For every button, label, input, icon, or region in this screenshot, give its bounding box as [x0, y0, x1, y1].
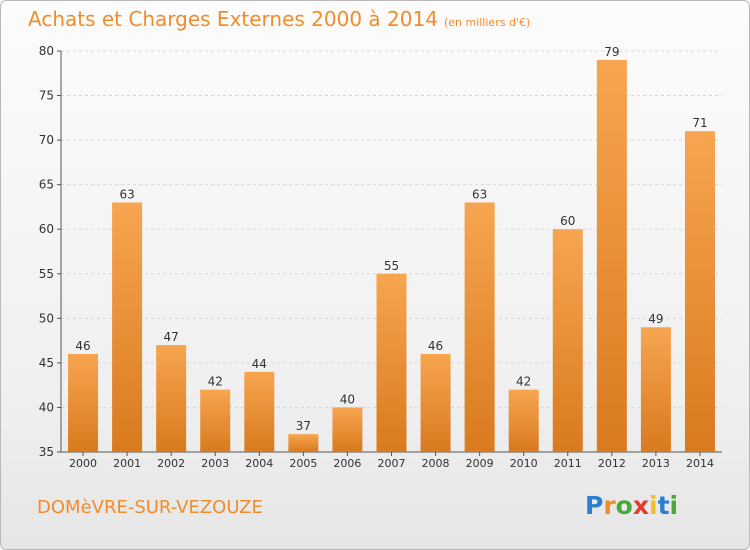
bar-value-label: 46 — [75, 339, 90, 353]
logo-letter: i — [669, 491, 679, 520]
bar-value-label: 46 — [428, 339, 443, 353]
proxiti-logo: Proxiti — [585, 491, 678, 520]
y-tick-label: 40 — [39, 400, 54, 414]
bar — [376, 273, 407, 452]
chart-subtitle: (en milliers d'€) — [443, 16, 531, 29]
bar-value-label: 37 — [296, 419, 311, 433]
x-tick-label: 2000 — [69, 457, 97, 470]
bar-value-label: 42 — [516, 375, 531, 389]
x-tick-label: 2009 — [466, 457, 494, 470]
bar — [288, 434, 319, 452]
bar — [244, 371, 275, 452]
bar-value-label: 40 — [340, 392, 355, 406]
y-tick-label: 50 — [39, 311, 54, 325]
logo-letter: t — [657, 491, 670, 520]
bar-value-label: 63 — [119, 187, 134, 201]
x-tick-label: 2002 — [157, 457, 185, 470]
x-tick-label: 2012 — [598, 457, 626, 470]
bar-value-label: 71 — [692, 116, 707, 130]
x-tick-label: 2005 — [289, 457, 317, 470]
bar — [552, 229, 583, 452]
bar — [156, 345, 187, 452]
bar — [596, 59, 627, 453]
x-tick-label: 2003 — [201, 457, 229, 470]
bar — [112, 202, 143, 452]
y-tick-label: 60 — [39, 222, 54, 236]
logo-letter: r — [603, 491, 616, 520]
bar-value-label: 60 — [560, 214, 575, 228]
bar — [464, 202, 495, 452]
bar-value-label: 44 — [252, 357, 267, 371]
y-tick-label: 65 — [39, 178, 54, 192]
x-tick-label: 2006 — [333, 457, 361, 470]
bar — [68, 353, 99, 452]
bar — [332, 407, 363, 452]
y-tick-label: 55 — [39, 267, 54, 281]
logo-letter: o — [615, 491, 633, 520]
x-tick-label: 2004 — [245, 457, 273, 470]
logo-letter: x — [632, 491, 649, 520]
bar-value-label: 63 — [472, 187, 487, 201]
bar — [508, 389, 539, 452]
x-tick-label: 2011 — [554, 457, 582, 470]
x-tick-label: 2014 — [686, 457, 714, 470]
commune-name: DOMèVRE-SUR-VEZOUZE — [37, 497, 263, 518]
logo-letter: P — [585, 491, 604, 520]
bar — [684, 131, 715, 452]
bar-value-label: 55 — [384, 259, 399, 273]
x-tick-label: 2010 — [510, 457, 538, 470]
x-tick-label: 2001 — [113, 457, 141, 470]
chart-title: Achats et Charges Externes 2000 à 2014 (e… — [28, 7, 530, 31]
bar — [200, 389, 231, 452]
bar — [640, 327, 671, 452]
y-tick-label: 75 — [39, 89, 54, 103]
y-tick-label: 35 — [39, 445, 54, 459]
x-tick-label: 2007 — [378, 457, 406, 470]
y-tick-label: 45 — [39, 356, 54, 370]
bar — [420, 353, 451, 452]
y-tick-label: 70 — [39, 133, 54, 147]
x-tick-label: 2008 — [422, 457, 450, 470]
bar-value-label: 79 — [604, 45, 619, 59]
bar-value-label: 42 — [208, 375, 223, 389]
x-tick-label: 2013 — [642, 457, 670, 470]
y-tick-label: 80 — [39, 44, 54, 58]
bar-value-label: 49 — [648, 312, 663, 326]
logo-letter: i — [649, 491, 658, 520]
bar-value-label: 47 — [164, 330, 179, 344]
title-text: Achats et Charges Externes 2000 à 2014 — [28, 7, 438, 31]
